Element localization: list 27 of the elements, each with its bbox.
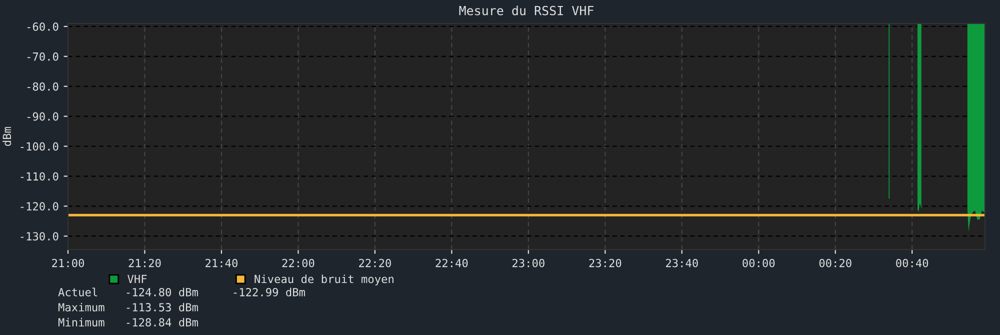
x-tick-label: 22:20 — [359, 258, 391, 268]
x-tick-label: 23:20 — [589, 258, 622, 268]
x-tick-label: 21:40 — [206, 258, 238, 268]
x-tick-label: 22:00 — [282, 258, 314, 268]
y-tick-label: -100.0 — [20, 142, 58, 151]
x-tick-label: 00:20 — [819, 258, 852, 268]
legend-label: Niveau de bruit moyen — [254, 274, 394, 286]
y-tick-label: -90.0 — [27, 112, 58, 121]
y-tick-label: -120.0 — [20, 202, 58, 211]
y-tick-label: -110.0 — [20, 172, 58, 181]
x-tick-label: 00:40 — [896, 258, 928, 268]
x-tick-label: 21:20 — [128, 258, 161, 268]
legend-label: VHF — [128, 274, 147, 284]
chart-title: Mesure du RSSI VHF — [459, 6, 594, 16]
y-tick-label: -70.0 — [27, 52, 58, 61]
x-tick-label: 23:00 — [512, 258, 544, 268]
text: Actuel -124.80 dBm -122.99 dBm — [58, 288, 305, 296]
x-tick-label: 22:40 — [436, 258, 468, 268]
y-tick-label: -130.0 — [20, 232, 58, 241]
x-tick-label: 21:00 — [52, 258, 84, 268]
text: Maximum -113.53 dBm — [58, 302, 198, 312]
y-tick-label: -60.0 — [27, 22, 58, 31]
x-tick-label: 00:00 — [742, 258, 775, 268]
x-tick-label: 23:40 — [666, 258, 698, 268]
y-axis-title: dBm — [2, 127, 12, 146]
text: Minimum -128.84 dBm — [58, 318, 198, 327]
y-tick-label: -80.0 — [27, 82, 58, 91]
